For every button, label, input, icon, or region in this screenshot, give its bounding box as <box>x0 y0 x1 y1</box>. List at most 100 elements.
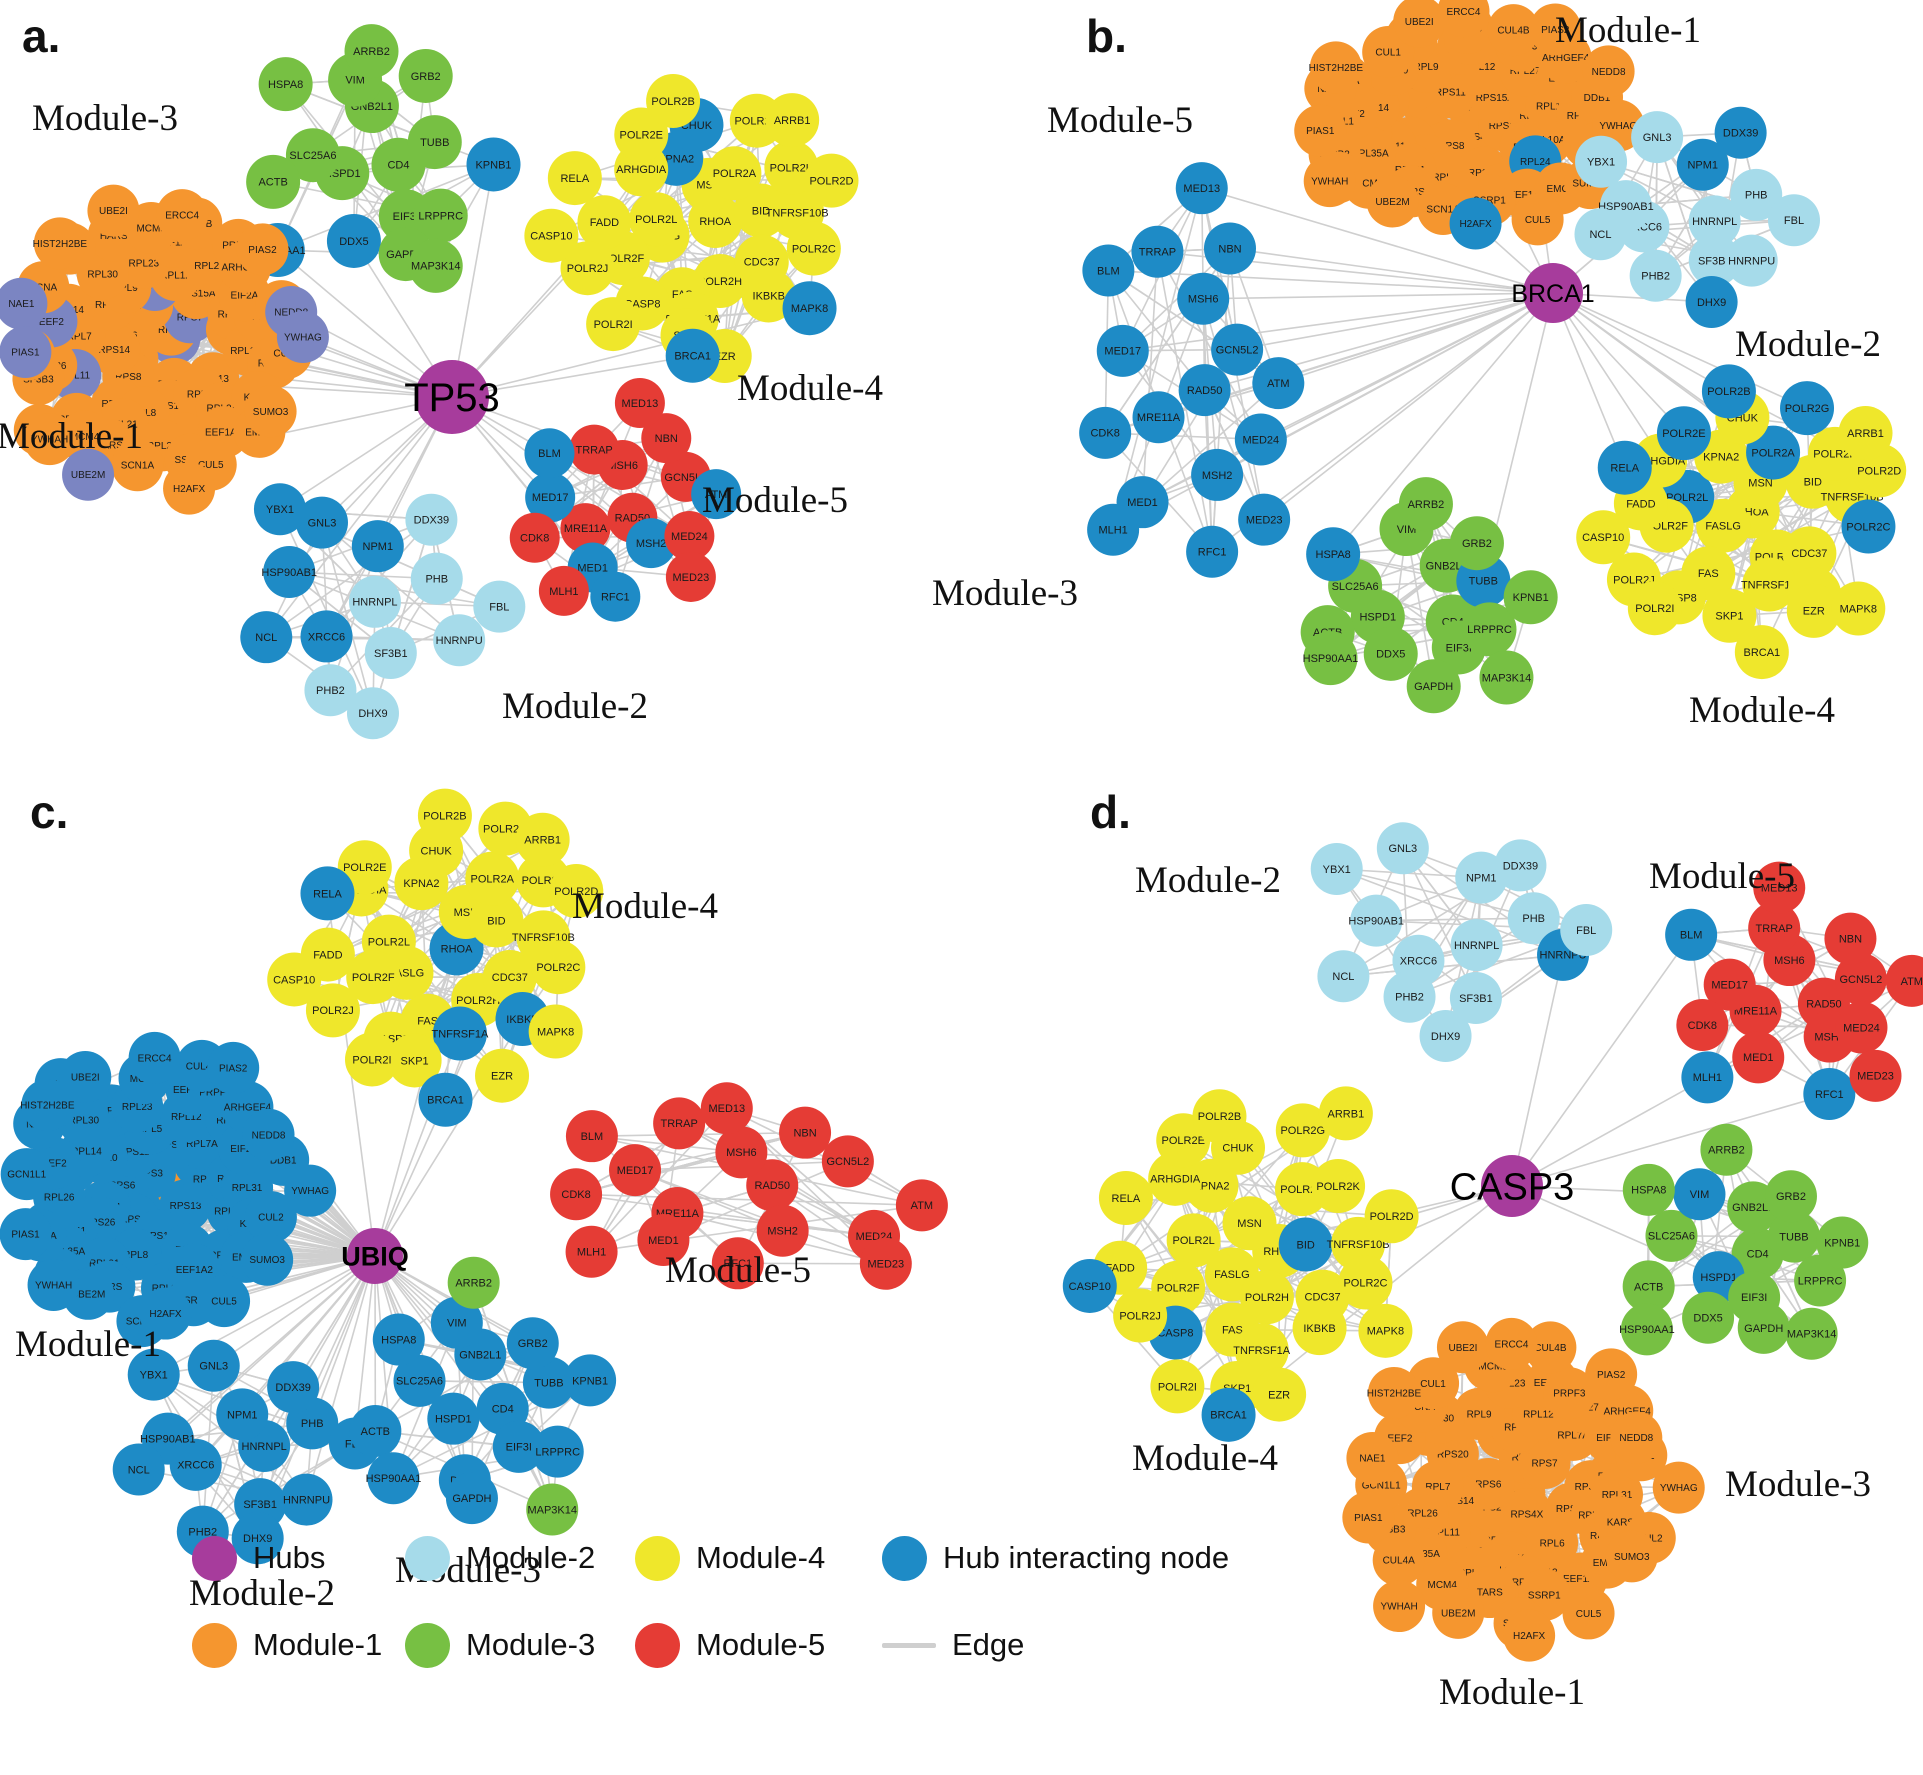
node-HSPA8[interactable]: HSPA8 <box>258 57 313 112</box>
node-MED23[interactable]: MED23 <box>859 1237 912 1290</box>
node-MAP3K14[interactable]: MAP3K14 <box>1479 650 1534 705</box>
node-YWHAG[interactable]: YWHAG <box>1652 1461 1705 1514</box>
node-DDX39[interactable]: DDX39 <box>405 493 458 546</box>
node-PIAS1[interactable]: PIAS1 <box>0 1208 52 1261</box>
node-UBE2M[interactable]: UBE2M <box>1366 175 1419 228</box>
node-HNRNPU[interactable]: HNRNPU <box>1725 234 1778 287</box>
hub-BRCA1[interactable]: BRCA1 <box>1511 263 1595 323</box>
node-BLM[interactable]: BLM <box>565 1110 618 1163</box>
node-MED24[interactable]: MED24 <box>1835 1001 1888 1054</box>
node-DDX5[interactable]: DDX5 <box>326 213 381 268</box>
node-CDK8[interactable]: CDK8 <box>509 512 560 563</box>
node-POLR2J[interactable]: POLR2J <box>1113 1288 1168 1343</box>
node-TRRAP[interactable]: TRRAP <box>653 1097 706 1150</box>
node-MAPK8[interactable]: MAPK8 <box>1358 1303 1413 1358</box>
node-BRCA1[interactable]: BRCA1 <box>1734 625 1789 680</box>
node-GAPDH[interactable]: GAPDH <box>1737 1301 1790 1354</box>
node-RAD50[interactable]: RAD50 <box>1178 364 1231 417</box>
node-SUMO3[interactable]: SUMO3 <box>244 385 297 438</box>
node-CDK8[interactable]: CDK8 <box>1079 406 1132 459</box>
node-NAE1[interactable]: NAE1 <box>1346 1432 1399 1485</box>
node-HNRNPU[interactable]: HNRNPU <box>433 614 486 667</box>
node-BRCA1[interactable]: BRCA1 <box>1201 1387 1256 1442</box>
node-MSH2[interactable]: MSH2 <box>1191 448 1244 501</box>
node-ARRB1[interactable]: ARRB1 <box>515 812 570 867</box>
node-YWHAH[interactable]: YWHAH <box>27 1259 80 1312</box>
node-RELA[interactable]: RELA <box>1098 1171 1153 1226</box>
node-KPNB1[interactable]: KPNB1 <box>564 1354 617 1407</box>
node-POLR2B[interactable]: POLR2B <box>1192 1089 1247 1144</box>
node-POLR2L[interactable]: POLR2L <box>1166 1213 1221 1268</box>
node-GNL3[interactable]: GNL3 <box>1631 111 1684 164</box>
node-POLR2C[interactable]: POLR2C <box>531 940 586 995</box>
node-CASP10[interactable]: CASP10 <box>524 208 579 263</box>
node-MSH6[interactable]: MSH6 <box>1177 272 1230 325</box>
node-POLR2B[interactable]: POLR2B <box>417 788 472 843</box>
node-NPM1[interactable]: NPM1 <box>216 1388 269 1441</box>
node-POLR2G[interactable]: POLR2G <box>1780 381 1835 436</box>
node-UBE2M[interactable]: UBE2M <box>1432 1586 1485 1639</box>
node-DDX39[interactable]: DDX39 <box>267 1361 320 1414</box>
node-NEDD8[interactable]: NEDD8 <box>1582 45 1635 98</box>
node-TRRAP[interactable]: TRRAP <box>1131 225 1184 278</box>
node-PHB[interactable]: PHB <box>410 552 463 605</box>
node-MED23[interactable]: MED23 <box>1849 1049 1902 1102</box>
node-CUL5[interactable]: CUL5 <box>198 1275 251 1328</box>
node-DDX39[interactable]: DDX39 <box>1494 839 1547 892</box>
node-HNRNPL[interactable]: HNRNPL <box>1450 919 1503 972</box>
node-POLR2D[interactable]: POLR2D <box>1364 1189 1419 1244</box>
node-MAP3K14[interactable]: MAP3K14 <box>408 238 463 293</box>
node-MED1[interactable]: MED1 <box>1732 1031 1785 1084</box>
node-NPM1[interactable]: NPM1 <box>351 520 404 573</box>
node-PIAS2[interactable]: PIAS2 <box>207 1041 260 1094</box>
node-FBL[interactable]: FBL <box>1767 194 1820 247</box>
node-PIAS2[interactable]: PIAS2 <box>1585 1348 1638 1401</box>
node-GCN5L2[interactable]: GCN5L2 <box>1211 323 1264 376</box>
node-ERCC4[interactable]: ERCC4 <box>1485 1317 1538 1370</box>
node-POLR2I[interactable]: POLR2I <box>1627 581 1682 636</box>
node-BLM[interactable]: BLM <box>524 428 575 479</box>
node-ARRB2[interactable]: ARRB2 <box>1700 1123 1753 1176</box>
node-MED13[interactable]: MED13 <box>1175 162 1228 215</box>
node-H2AFX[interactable]: H2AFX <box>1503 1609 1556 1662</box>
node-PIAS1[interactable]: PIAS1 <box>1294 104 1347 157</box>
node-DDX5[interactable]: DDX5 <box>1682 1291 1735 1344</box>
node-POLR2A[interactable]: POLR2A <box>465 851 520 906</box>
node-POLR2I[interactable]: POLR2I <box>586 297 641 352</box>
node-CDK8[interactable]: CDK8 <box>1676 999 1729 1052</box>
node-RELA[interactable]: RELA <box>1597 440 1652 495</box>
node-GRB2[interactable]: GRB2 <box>1764 1170 1817 1223</box>
node-PIAS2[interactable]: PIAS2 <box>236 223 289 276</box>
node-MAPK8[interactable]: MAPK8 <box>528 1004 583 1059</box>
node-SF3B1[interactable]: SF3B1 <box>364 626 417 679</box>
node-IKBKB[interactable]: IKBKB <box>1292 1301 1347 1356</box>
node-SUMO3[interactable]: SUMO3 <box>1605 1530 1658 1583</box>
node-NEDD8[interactable]: NEDD8 <box>1610 1411 1663 1464</box>
node-NEDD8[interactable]: NEDD8 <box>242 1108 295 1161</box>
node-EZR[interactable]: EZR <box>475 1048 530 1103</box>
node-ATM[interactable]: ATM <box>895 1179 948 1232</box>
node-BID[interactable]: BID <box>1278 1217 1333 1272</box>
node-TUBB[interactable]: TUBB <box>407 115 462 170</box>
node-MED24[interactable]: MED24 <box>1234 413 1287 466</box>
node-NBN[interactable]: NBN <box>779 1106 832 1159</box>
node-NBN[interactable]: NBN <box>1824 912 1877 965</box>
node-PHB2[interactable]: PHB2 <box>176 1505 229 1558</box>
node-DDX5[interactable]: DDX5 <box>1363 626 1418 681</box>
node-YWHAG[interactable]: YWHAG <box>284 1164 337 1217</box>
node-CUL5[interactable]: CUL5 <box>1562 1587 1615 1640</box>
node-H2AFX[interactable]: H2AFX <box>163 462 216 515</box>
node-NCL[interactable]: NCL <box>240 611 293 664</box>
node-CASP10[interactable]: CASP10 <box>267 952 322 1007</box>
node-HSP90AB1[interactable]: HSP90AB1 <box>1348 894 1404 947</box>
node-POLR2B[interactable]: POLR2B <box>1701 364 1756 419</box>
node-POLR2D[interactable]: POLR2D <box>804 153 859 208</box>
node-YWHAG[interactable]: YWHAG <box>276 311 329 364</box>
node-MED13[interactable]: MED13 <box>700 1082 753 1135</box>
node-MLH1[interactable]: MLH1 <box>565 1225 618 1278</box>
node-MAP3K14[interactable]: MAP3K14 <box>526 1483 579 1536</box>
node-HSPA8[interactable]: HSPA8 <box>372 1313 425 1366</box>
node-YWHAH[interactable]: YWHAH <box>1303 155 1356 208</box>
node-DHX9[interactable]: DHX9 <box>346 687 399 740</box>
node-HSPA8[interactable]: HSPA8 <box>1306 527 1361 582</box>
